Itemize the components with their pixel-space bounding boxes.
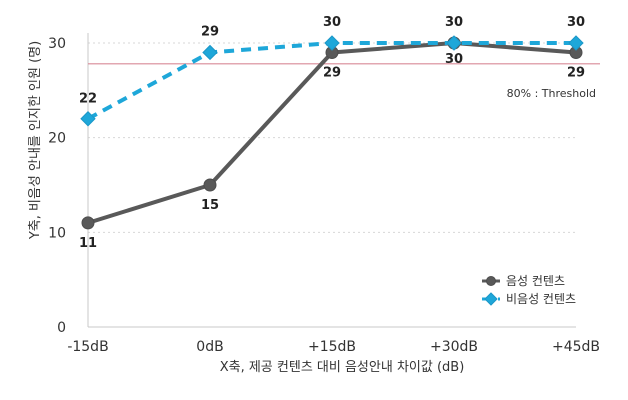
y-tick-label-0: 0 — [57, 320, 66, 336]
non-speech-value-label-2: 30 — [323, 15, 341, 30]
non-speech-value-label-4: 30 — [567, 15, 585, 30]
non-speech-point-1 — [202, 44, 218, 61]
x-tick-label-0: -15dB — [67, 339, 108, 355]
speech-value-label-2: 29 — [323, 65, 341, 80]
non-speech-point-3 — [446, 35, 462, 51]
speech-value-label-3: 30 — [445, 52, 463, 67]
non-speech-value-label-0: 22 — [79, 92, 97, 107]
y-axis-title: Y축, 비음성 안내를 인지한 인원 (명) — [28, 41, 43, 240]
non-speech-point-0 — [80, 111, 96, 127]
legend-marker-non-speech — [484, 292, 498, 306]
non-speech-point-4 — [568, 35, 584, 51]
x-tick-label-3: +30dB — [430, 339, 478, 355]
x-tick-label-2: +15dB — [308, 339, 356, 355]
speech-value-label-1: 15 — [201, 198, 219, 213]
speech-point-0 — [81, 216, 95, 230]
legend-marker-speech — [486, 276, 496, 286]
legend-label-speech: 음성 컨텐츠 — [506, 274, 565, 288]
threshold-label: 80% : Threshold — [507, 87, 596, 100]
non-speech-point-2 — [324, 35, 340, 51]
non-speech-value-label-3: 30 — [445, 15, 463, 30]
y-tick-label-20: 20 — [48, 131, 66, 147]
x-axis-title: X축, 제공 컨텐츠 대비 음성안내 차이값 (dB) — [220, 360, 465, 375]
x-tick-label-4: +45dB — [552, 339, 600, 355]
x-tick-label-1: 0dB — [196, 339, 223, 355]
non-speech-value-label-1: 29 — [201, 24, 219, 39]
speech-point-1 — [203, 178, 217, 192]
y-tick-label-30: 30 — [48, 36, 66, 52]
speech-value-label-4: 29 — [567, 65, 585, 80]
legend-label-non-speech: 비음성 컨텐츠 — [506, 292, 576, 306]
speech-value-label-0: 11 — [79, 236, 97, 251]
y-tick-label-10: 10 — [48, 225, 66, 241]
